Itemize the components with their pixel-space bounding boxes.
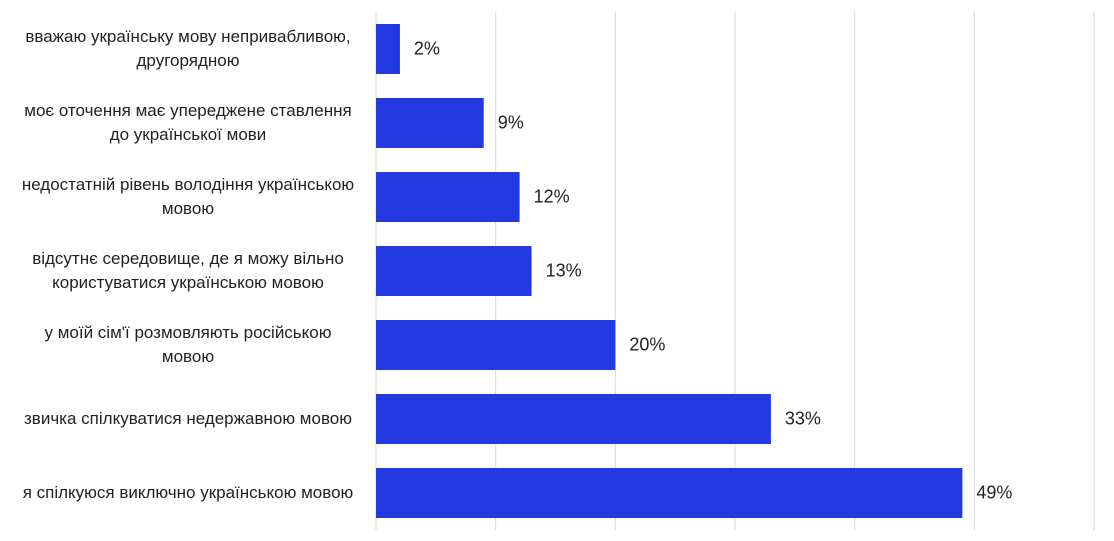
bar (376, 468, 963, 518)
bar (376, 24, 400, 74)
category-label: я спілкуюся виключно українською мовою (22, 483, 354, 502)
category-label: відсутнє середовище, де я можу вільно ко… (32, 249, 344, 292)
bar (376, 98, 484, 148)
bar (376, 246, 532, 296)
value-label: 33% (784, 408, 821, 429)
value-label: 13% (545, 260, 582, 281)
bar (376, 172, 520, 222)
value-label: 49% (976, 482, 1013, 503)
value-label: 12% (533, 186, 570, 207)
value-label: 20% (629, 334, 666, 355)
bar (376, 394, 771, 444)
bar (376, 320, 616, 370)
value-label: 2% (413, 38, 440, 59)
category-label: вважаю українську мову непривабливою, др… (25, 27, 351, 70)
category-label: звичка спілкуватися недержавною мовою (24, 409, 352, 428)
category-label: моє оточення має упереджене ставлення до… (24, 101, 352, 144)
category-label: у моїй сім'ї розмовляють російською мово… (44, 323, 332, 366)
category-label: недостатній рівень володіння українською… (21, 175, 355, 218)
value-label: 9% (497, 112, 524, 133)
